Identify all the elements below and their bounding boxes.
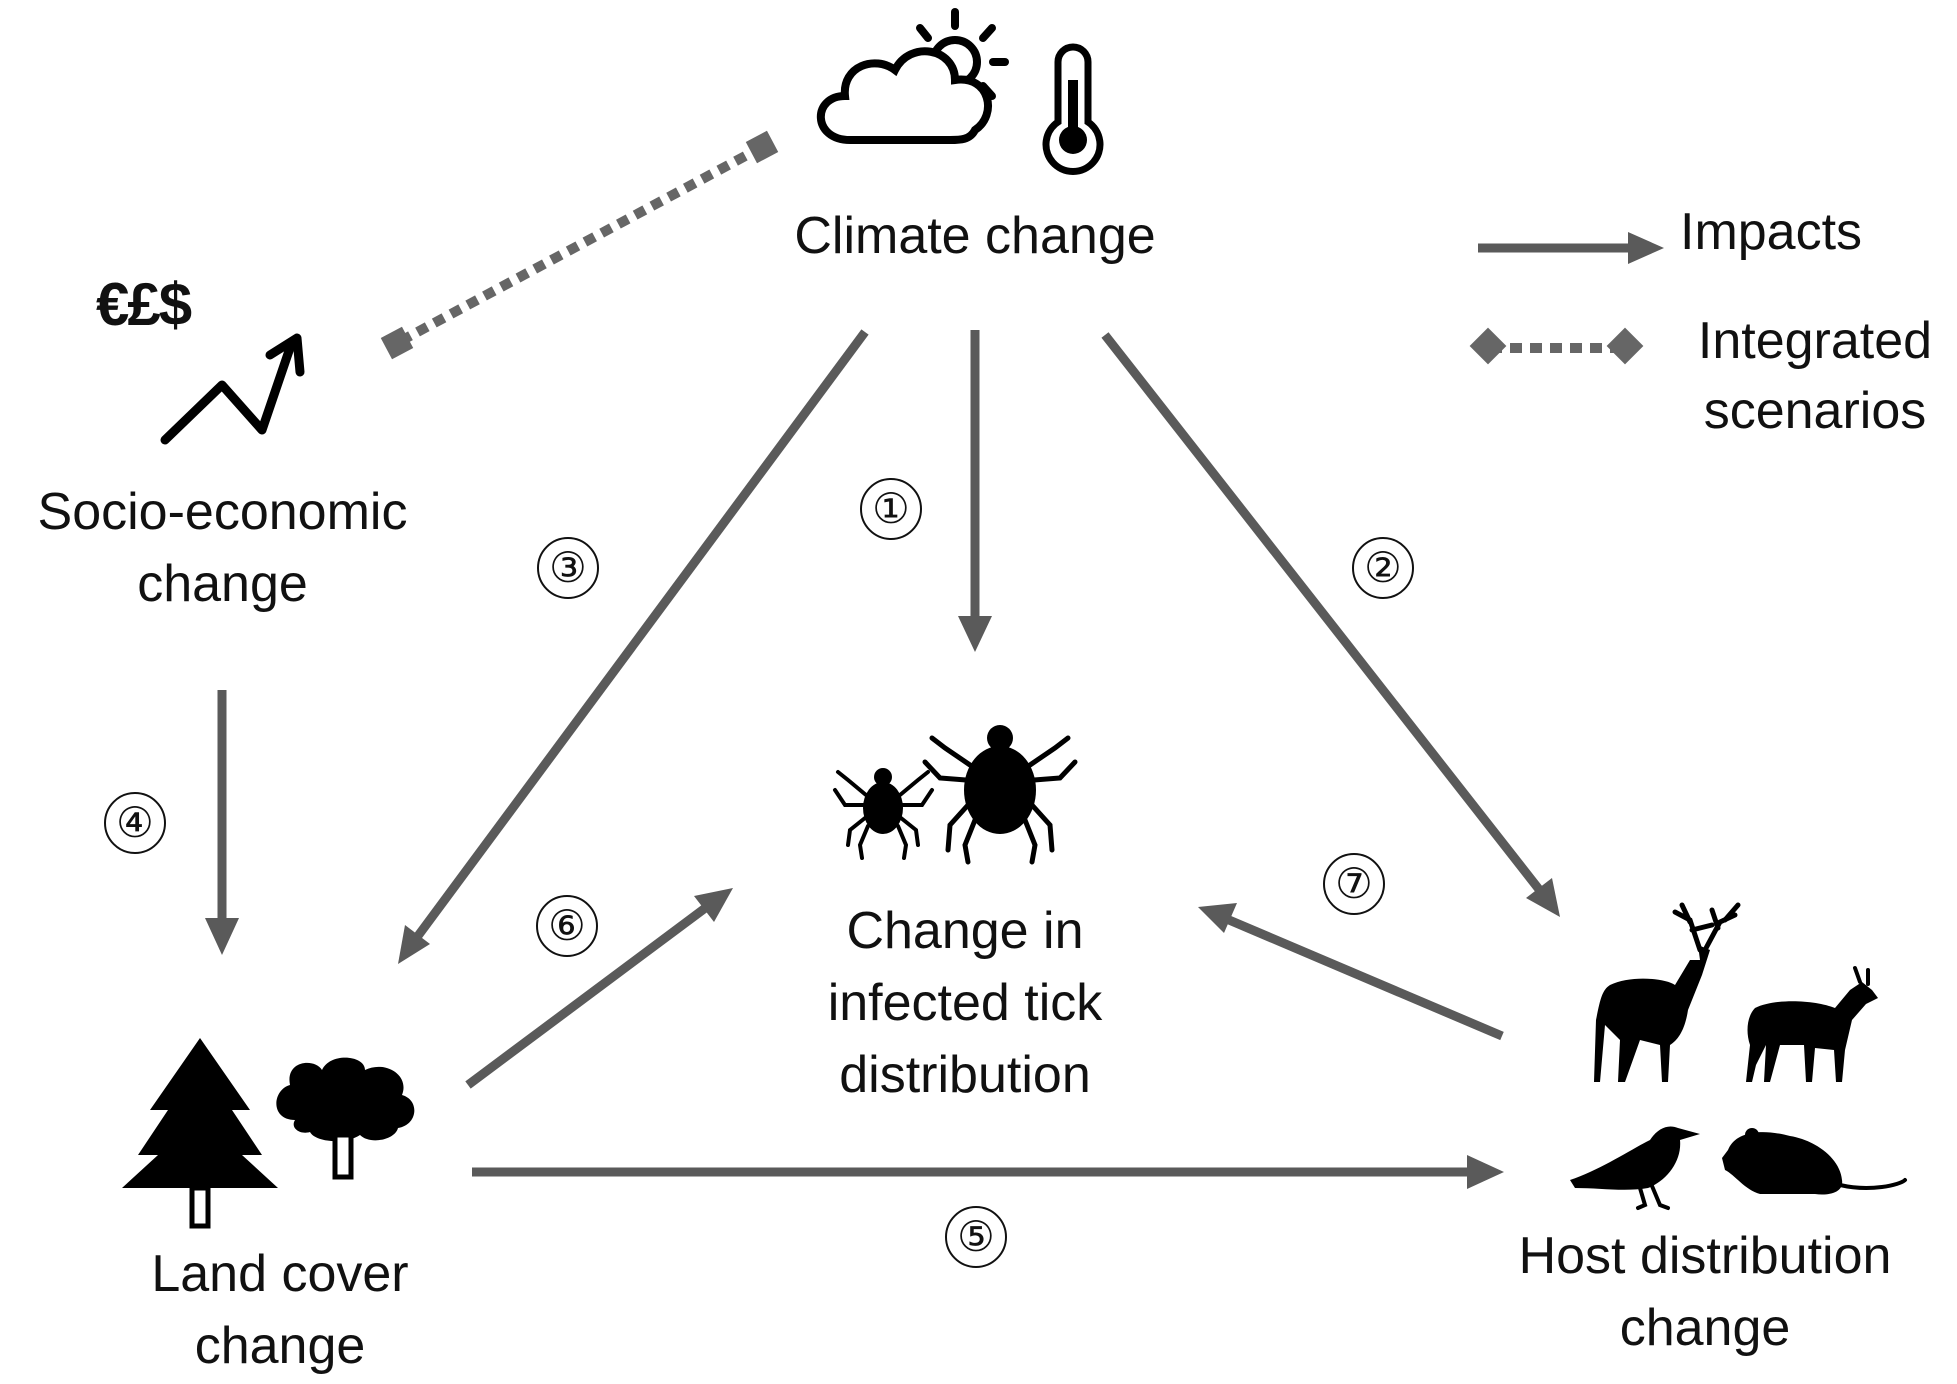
land-label-line1: Land cover: [151, 1245, 409, 1303]
tick-label-line2: infected tick: [827, 974, 1103, 1032]
deciduous-tree-icon: [276, 1057, 415, 1180]
arrow-host-to-tick: [1220, 912, 1504, 1041]
edge-number-2: ②: [1352, 537, 1414, 599]
dotted-link-end-socio: [380, 326, 414, 360]
node-socio-economic-change: Socio-economic change: [0, 476, 445, 620]
sun-cloud-icon: [816, 8, 1009, 144]
edge-number-6: ⑥: [536, 895, 598, 957]
arrowhead-climate-to-land: [398, 925, 430, 964]
dotted-link-climate-socio: [394, 142, 765, 348]
legend-impacts-label: Impacts: [1680, 203, 1863, 261]
arrowhead-land-to-tick: [694, 888, 733, 922]
node-land-cover-change: Land cover change: [90, 1238, 470, 1382]
legend-integrated-line1: Integrated: [1697, 312, 1933, 370]
host-label-line2: change: [1619, 1299, 1791, 1357]
arrowhead-socio-to-land: [205, 918, 239, 955]
arrowhead-climate-to-host: [1526, 878, 1560, 917]
socio-label-line2: change: [137, 555, 308, 613]
node-host-distribution-change: Host distribution change: [1470, 1220, 1940, 1364]
dotted-link-end-climate: [745, 130, 779, 164]
currency-symbols: €£$: [96, 271, 192, 338]
crow-icon: [1570, 1126, 1700, 1210]
edge-number-1: ①: [860, 478, 922, 540]
node-climate-change: Climate change: [755, 200, 1195, 272]
arrow-land-to-tick: [465, 899, 715, 1089]
legend-integrated-label: Integrated scenarios: [1680, 306, 1950, 446]
arrowhead-host-to-tick: [1198, 903, 1237, 933]
edge-number-5: ⑤: [945, 1206, 1007, 1268]
land-label-line2: change: [194, 1317, 366, 1375]
edge-number-7: ⑦: [1323, 853, 1385, 915]
thermometer-icon: [1042, 43, 1104, 175]
trend-arrow-icon: [160, 333, 305, 445]
pine-tree-icon: [122, 1038, 278, 1229]
host-label-line1: Host distribution: [1518, 1227, 1892, 1285]
deer-icon: [1594, 902, 1741, 1082]
rat-icon: [1722, 1128, 1907, 1195]
legend-integrated-line2: scenarios: [1703, 382, 1927, 440]
node-infected-tick-distribution: Change in infected tick distribution: [755, 895, 1175, 1111]
tick-label-line3: distribution: [839, 1046, 1091, 1104]
legend-impacts-arrowhead: [1628, 232, 1664, 264]
antelope-icon: [1746, 966, 1878, 1082]
edge-number-4: ④: [104, 792, 166, 854]
climate-change-label: Climate change: [794, 207, 1156, 265]
edge-number-3: ③: [537, 537, 599, 599]
arrowhead-climate-to-tick: [958, 616, 992, 652]
arrow-climate-to-land: [408, 329, 869, 947]
legend-integrated-end-left: [1469, 327, 1507, 365]
socio-label-line1: Socio-economic: [37, 483, 408, 541]
tick-icon: [833, 725, 1078, 865]
legend-integrated-end-right: [1606, 327, 1644, 365]
arrow-climate-to-host: [1101, 332, 1549, 900]
arrowhead-land-to-host: [1467, 1155, 1504, 1189]
tick-label-line1: Change in: [846, 902, 1084, 960]
